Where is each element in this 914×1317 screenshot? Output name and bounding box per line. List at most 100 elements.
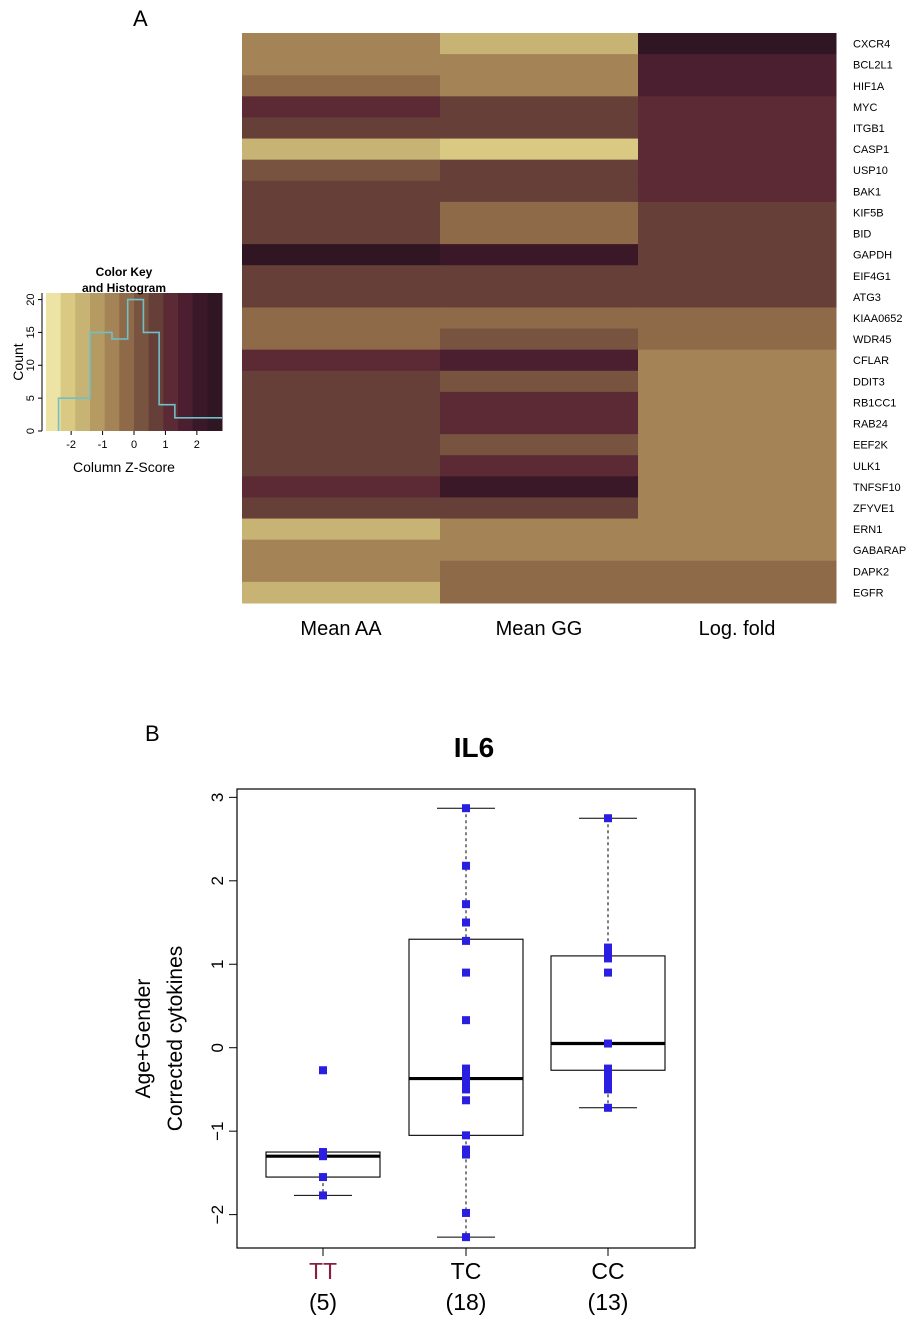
group-label: TT (309, 1258, 337, 1284)
data-point (604, 814, 612, 823)
color-key-y-tick-label: 20 (25, 293, 37, 305)
heatmap-cell (242, 159, 441, 182)
panel-letter-b: B (145, 721, 160, 746)
heatmap-cell (242, 370, 441, 393)
box-plot: IL6 3 2 1 0 −1 −2 Age+Gender Corrected cytokines… (132, 732, 696, 1315)
color-key-swatch (119, 293, 135, 431)
data-point (462, 918, 470, 927)
heatmap-cell (440, 349, 639, 372)
heatmap-cell (440, 434, 639, 456)
data-point (462, 861, 470, 870)
heatmap-cell (440, 455, 639, 477)
gene-label: WDR45 (853, 334, 892, 346)
heatmap-cell (440, 265, 639, 287)
data-point (319, 1173, 327, 1182)
gene-label: KIAA0652 (853, 313, 903, 325)
heatmap-cell (242, 497, 441, 520)
heatmap-cell (638, 476, 837, 498)
data-point (462, 1096, 470, 1105)
gene-label: USP10 (853, 165, 888, 177)
heatmap-cell (440, 518, 639, 541)
heatmap: CXCR4 BCL2L1 HIF1A MYC ITGB1 CASP1 USP10 BAK1 KI… (242, 33, 906, 640)
heatmap-cell (638, 413, 837, 435)
column-label: Log. fold (699, 618, 776, 640)
data-point (462, 1150, 470, 1159)
data-point (462, 1233, 470, 1242)
group-tc (408, 804, 524, 1242)
gene-label: GAPDH (853, 250, 892, 262)
heatmap-cell (638, 518, 837, 541)
heatmap-cell (242, 560, 441, 583)
gene-label: CFLAR (853, 355, 889, 367)
heatmap-cell (440, 244, 639, 266)
heatmap-cell (440, 159, 639, 182)
color-key-swatch (178, 293, 194, 431)
heatmap-cell (242, 223, 441, 245)
heatmap-cell (242, 75, 441, 97)
gene-label: DAPK2 (853, 566, 889, 578)
heatmap-cell (440, 180, 639, 203)
data-point (604, 1103, 612, 1112)
data-point (462, 1064, 470, 1073)
heatmap-cell (638, 138, 837, 161)
panel-letter-a: A (133, 6, 148, 31)
color-key-swatch (148, 293, 164, 431)
group-tt (265, 1066, 381, 1200)
gene-label: MYC (853, 102, 878, 114)
heatmap-cell (638, 391, 837, 414)
column-label: Mean AA (300, 618, 382, 640)
gene-label: KIF5B (853, 207, 884, 219)
heatmap-cell (638, 117, 837, 140)
heatmap-cell (638, 349, 837, 372)
color-key-x-tick-label: 0 (131, 439, 137, 451)
heatmap-cell (638, 54, 837, 76)
gene-label: RB1CC1 (853, 397, 896, 409)
y-tick-label: 3 (208, 793, 227, 802)
heatmap-cell (638, 328, 837, 351)
gene-label: ZFYVE1 (853, 503, 895, 515)
y-tick-label: −2 (208, 1205, 227, 1224)
heatmap-cell (440, 117, 639, 140)
heatmap-cell (440, 581, 639, 604)
heatmap-cell (440, 476, 639, 498)
gene-label: RAB24 (853, 419, 888, 431)
heatmap-cell (242, 328, 441, 351)
color-key: Color Key and Histogram 0 5 10 15 20 -2 -1 0 1 2 Col… (10, 265, 223, 475)
heatmap-cell (638, 244, 837, 266)
heatmap-cell (242, 96, 441, 118)
data-point (604, 1039, 612, 1048)
heatmap-cell (638, 265, 837, 287)
heatmap-cell (638, 180, 837, 203)
data-point (319, 1191, 327, 1200)
data-point (462, 1075, 470, 1084)
heatmap-cell (440, 96, 639, 118)
heatmap-cell (440, 328, 639, 351)
gene-label: EIF4G1 (853, 271, 891, 283)
gene-label: ITGB1 (853, 123, 885, 135)
gene-label: BID (853, 229, 871, 241)
heatmap-cell (638, 159, 837, 182)
group-count: (18) (446, 1289, 487, 1315)
color-key-y-tick-label: 0 (25, 428, 37, 434)
color-key-y-tick-label: 5 (25, 395, 37, 401)
heatmap-cell (440, 138, 639, 161)
y-label-line1: Age+Gender (132, 979, 155, 1099)
heatmap-cell (242, 138, 441, 161)
heatmap-cell (242, 307, 441, 330)
group-count: (13) (588, 1289, 629, 1315)
heatmap-cell (440, 75, 639, 97)
heatmap-cell (242, 349, 441, 372)
heatmap-cell (242, 117, 441, 140)
heatmap-cell (440, 33, 639, 55)
group-cc (550, 814, 666, 1112)
heatmap-cell (242, 286, 441, 308)
y-tick-label: 0 (208, 1043, 227, 1052)
heatmap-cell (638, 497, 837, 520)
column-label: Mean GG (496, 618, 583, 640)
color-key-y-tick-label: 10 (25, 359, 37, 371)
plot-title: IL6 (454, 732, 494, 763)
gene-label: BAK1 (853, 186, 881, 198)
heatmap-cell (638, 434, 837, 456)
color-key-x-tick-label: 1 (162, 439, 168, 451)
y-tick-label: −1 (208, 1121, 227, 1140)
